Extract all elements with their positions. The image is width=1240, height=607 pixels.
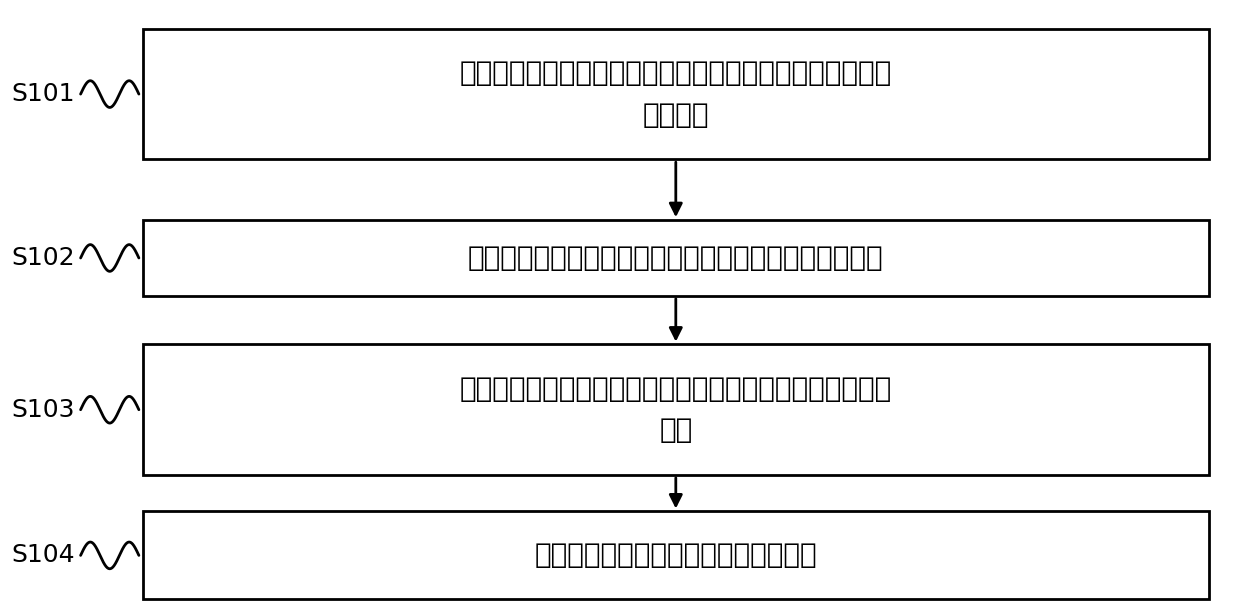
- Text: 根据料面图像的纹理和模糊度，获得料面图像的深度特征: 根据料面图像的纹理和模糊度，获得料面图像的深度特征: [467, 244, 884, 272]
- FancyBboxPatch shape: [143, 511, 1209, 600]
- FancyBboxPatch shape: [143, 220, 1209, 296]
- FancyBboxPatch shape: [143, 345, 1209, 475]
- FancyBboxPatch shape: [143, 29, 1209, 160]
- Text: 根据料面图像的深度特征和几何模型，获得料面图像的料面
高度: 根据料面图像的深度特征和几何模型，获得料面图像的料面 高度: [460, 375, 892, 444]
- Text: S101: S101: [11, 82, 76, 106]
- Text: S103: S103: [11, 398, 76, 422]
- Text: S102: S102: [11, 246, 76, 270]
- Text: 基于相机成像机理，建立料面图像的料面深度与料面高度的
几何模型: 基于相机成像机理，建立料面图像的料面深度与料面高度的 几何模型: [460, 59, 892, 129]
- Text: 根据料面高度，拟合获得三维高炉料面: 根据料面高度，拟合获得三维高炉料面: [534, 541, 817, 569]
- Text: S104: S104: [11, 543, 76, 568]
